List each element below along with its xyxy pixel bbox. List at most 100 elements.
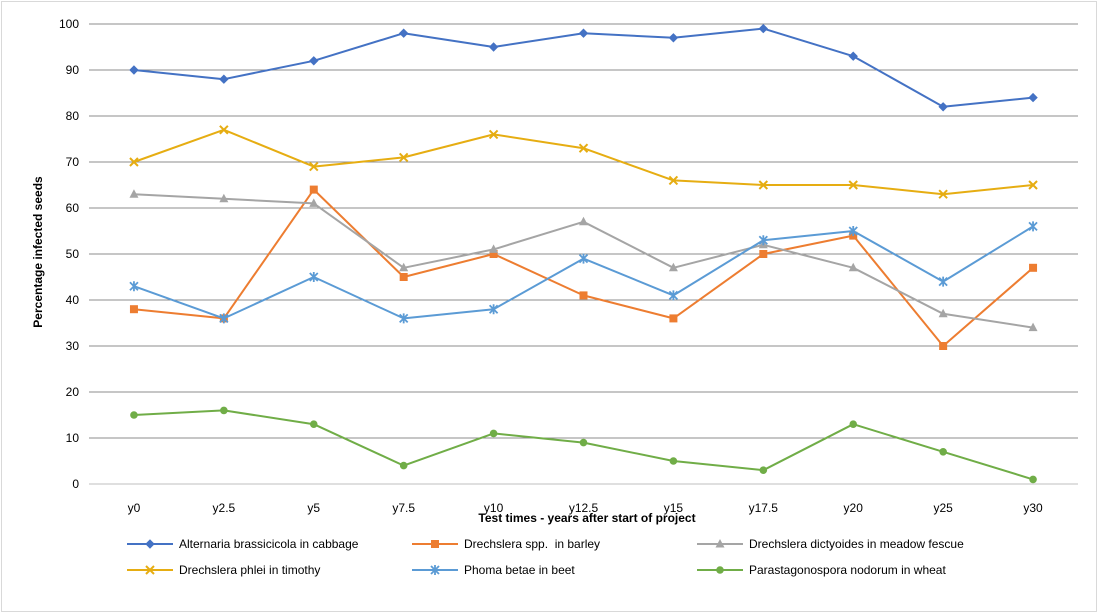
x-tick-label: y5 <box>307 501 320 515</box>
series-line <box>133 188 1034 347</box>
series-4 <box>129 125 1038 199</box>
data-point <box>130 411 138 419</box>
data-point <box>668 175 679 186</box>
data-point <box>669 314 678 323</box>
y-tick-label: 20 <box>66 385 80 399</box>
data-point <box>488 42 499 52</box>
data-point <box>398 152 409 163</box>
legend-label: Alternaria brassicicola in cabbage <box>179 537 359 551</box>
x-axis-ticks: y0 y2.5 y5 y7.5 y10 y12.5 y15 y17.5 y20 y25 y30 <box>128 501 1043 515</box>
data-point <box>848 262 858 272</box>
series-line <box>133 225 1034 320</box>
data-point <box>488 129 499 140</box>
data-point <box>848 51 858 61</box>
data-point <box>399 273 408 281</box>
data-point <box>938 189 948 199</box>
x-tick-label: y30 <box>1023 501 1043 515</box>
data-point <box>219 193 229 203</box>
data-point <box>1028 180 1038 190</box>
y-axis-ticks: 0 10 20 30 40 50 60 70 80 90 100 <box>59 17 79 491</box>
data-point <box>939 448 947 456</box>
data-point <box>1029 263 1038 272</box>
data-point <box>758 180 769 190</box>
legend-item: Alternaria brassicicola in cabbage <box>127 537 359 551</box>
data-point <box>579 291 588 300</box>
x-tick-label: y20 <box>844 501 864 515</box>
legend-marker <box>145 565 155 575</box>
x-tick-label: y12.5 <box>569 501 599 515</box>
series-5 <box>129 221 1038 324</box>
data-point <box>129 65 139 75</box>
data-point <box>220 406 228 415</box>
legend-marker <box>716 566 724 574</box>
data-point <box>129 281 139 292</box>
data-point <box>399 262 409 272</box>
data-point <box>219 125 229 135</box>
data-point <box>938 102 948 112</box>
data-point <box>129 157 139 167</box>
series-2 <box>129 185 1038 350</box>
data-point <box>129 189 139 198</box>
data-point <box>578 28 589 38</box>
legend-label: Drechslera spp. in barley <box>464 537 600 551</box>
legend-item: Drechslera dictyoides in meadow fescue <box>697 537 964 551</box>
legend-marker <box>430 565 440 575</box>
y-tick-label: 0 <box>72 477 79 491</box>
data-point <box>848 226 858 236</box>
data-point <box>1028 92 1038 103</box>
data-point <box>668 33 679 43</box>
legend-item: Parastagonospora nodorum in wheat <box>697 563 946 577</box>
data-point <box>579 216 588 226</box>
x-tick-label: y25 <box>933 501 953 515</box>
y-tick-label: 100 <box>59 17 79 31</box>
x-axis-title: Test times - years after start of projec… <box>478 511 695 525</box>
legend-label: Drechslera dictyoides in meadow fescue <box>749 537 964 551</box>
data-point <box>578 253 589 264</box>
legend: Alternaria brassicicola in cabbage Drechs… <box>127 537 964 577</box>
legend-marker <box>431 540 439 548</box>
y-tick-label: 90 <box>66 63 80 77</box>
legend-marker <box>145 539 155 549</box>
legend-label: Phoma betae in beet <box>464 563 575 577</box>
x-tick-label: y10 <box>484 501 504 515</box>
data-point <box>938 308 948 318</box>
legend-marker <box>715 539 725 548</box>
data-point <box>759 250 768 258</box>
data-point <box>1029 475 1037 484</box>
data-point <box>219 74 229 84</box>
data-point <box>578 143 589 153</box>
x-tick-label: y17.5 <box>749 501 779 515</box>
data-point <box>758 23 769 34</box>
data-point <box>129 305 138 314</box>
data-point <box>759 466 768 475</box>
series-group <box>129 23 1038 484</box>
y-tick-label: 10 <box>66 431 80 445</box>
data-point <box>938 276 948 287</box>
legend-item: Drechslera phlei in timothy <box>127 563 320 577</box>
legend-item: Drechslera spp. in barley <box>412 537 600 551</box>
data-point <box>848 180 858 190</box>
y-tick-label: 30 <box>66 339 80 353</box>
x-tick-label: y2.5 <box>213 501 236 515</box>
data-point <box>399 461 408 470</box>
data-point <box>219 313 229 324</box>
data-point <box>1028 322 1038 332</box>
data-point <box>309 161 319 172</box>
data-point <box>488 304 499 315</box>
x-tick-label: y15 <box>664 501 684 515</box>
y-tick-label: 80 <box>66 109 80 123</box>
legend-label: Drechslera phlei in timothy <box>179 563 320 577</box>
data-point <box>309 272 319 282</box>
data-point <box>849 420 858 429</box>
data-point <box>579 438 588 447</box>
series-1 <box>129 23 1038 112</box>
data-point <box>489 250 498 258</box>
data-point <box>399 313 409 324</box>
y-tick-label: 70 <box>66 155 80 169</box>
data-point <box>668 290 679 301</box>
y-tick-label: 50 <box>66 247 80 261</box>
data-point <box>668 262 678 272</box>
series-line <box>133 27 1034 108</box>
